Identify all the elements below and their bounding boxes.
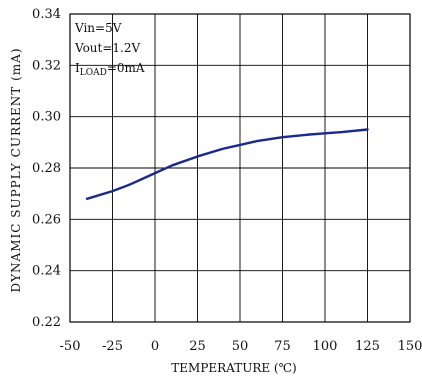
series-line (85, 128, 369, 201)
y-tick-label: 0.30 (32, 110, 61, 125)
x-tick-label: -50 (60, 339, 81, 354)
condition-annotation: Vin=5V Vout=1.2V ILOAD=0mA (74, 21, 145, 78)
y-tick-label: 0.26 (32, 212, 61, 227)
y-tick-label: 0.34 (32, 7, 61, 22)
annotation-iload: ILOAD=0mA (75, 61, 145, 78)
y-tick-label: 0.28 (32, 161, 61, 176)
y-tick-label: 0.22 (32, 315, 61, 330)
annotation-iload-sub: LOAD (80, 68, 107, 78)
x-tick-label: 0 (151, 339, 159, 354)
plot-frame (69, 13, 411, 323)
x-tick-label: 50 (232, 339, 249, 354)
y-tick-label: 0.32 (32, 58, 61, 73)
annotation-iload-rest: =0mA (107, 61, 145, 75)
x-tick-label: 100 (313, 339, 338, 354)
series-layer (85, 128, 369, 201)
grid (70, 14, 410, 322)
x-tick-label: -25 (102, 339, 123, 354)
x-tick-label: 25 (189, 339, 206, 354)
y-axis-title: DYNAMIC SUPPLY CURRENT (mA) (9, 47, 23, 292)
x-axis-title: TEMPERATURE (℃) (171, 361, 296, 375)
y-tick-labels: 0.22 0.24 0.26 0.28 0.30 0.32 0.34 (32, 7, 61, 330)
x-tick-labels: -50 -25 0 25 50 75 100 125 150 (60, 339, 422, 354)
annotation-vin: Vin=5V (74, 21, 122, 35)
x-tick-label: 125 (355, 339, 380, 354)
annotation-vout: Vout=1.2V (74, 41, 140, 55)
annotation-iload-main: I (75, 61, 80, 75)
x-tick-label: 75 (274, 339, 291, 354)
y-tick-label: 0.24 (32, 264, 61, 279)
x-tick-label: 150 (398, 339, 422, 354)
